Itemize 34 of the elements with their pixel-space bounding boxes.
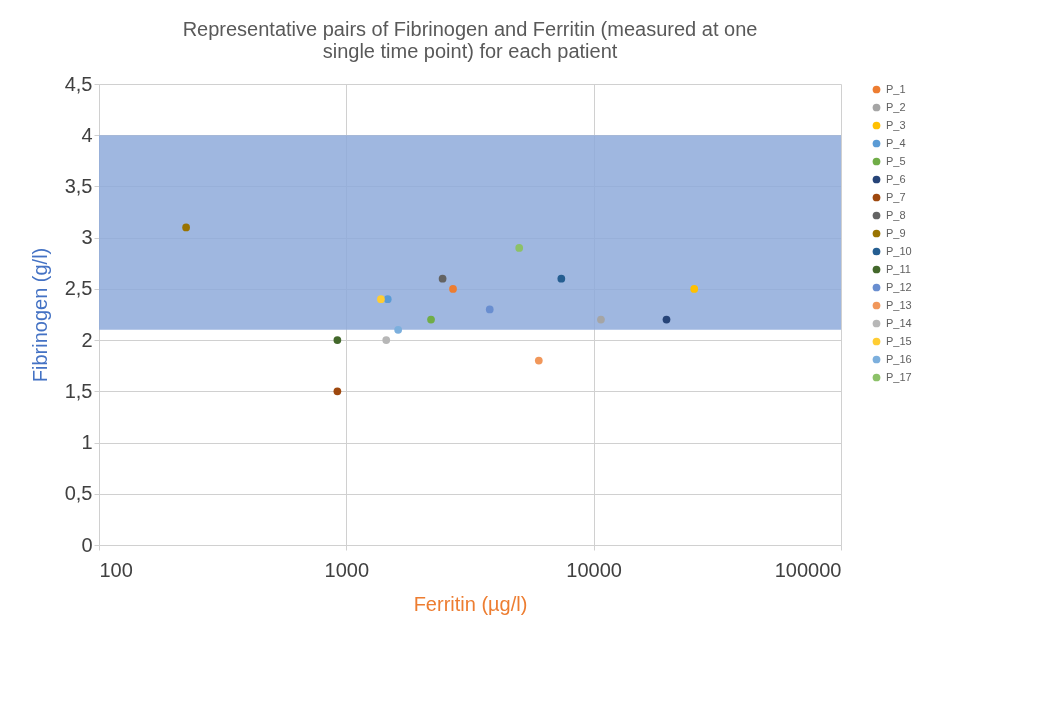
- legend-label: P_6: [886, 172, 906, 185]
- legend-label: P_8: [886, 208, 906, 221]
- y-tick-label: 0: [81, 533, 93, 556]
- legend-label: P_1: [886, 82, 906, 95]
- x-tick-label: 100: [99, 558, 133, 581]
- legend-label: P_9: [886, 226, 906, 239]
- y-tick-label: 2: [81, 328, 93, 351]
- y-tick-label: 3: [81, 226, 93, 249]
- legend-label: P_13: [886, 298, 912, 311]
- legend-label: P_7: [886, 190, 906, 203]
- legend-label: P_11: [886, 262, 911, 275]
- y-tick-label: 1: [81, 431, 93, 454]
- chart-title: Representative pairs of Fibrinogen and Ferritin (measured at one single time point) for each patient: [182, 18, 758, 62]
- legend-label: P_16: [886, 352, 912, 365]
- x-tick-label: 10000: [566, 558, 622, 581]
- legend-label: P_10: [886, 244, 912, 257]
- legend-label: P_4: [886, 136, 906, 149]
- y-tick-label: 4,5: [64, 72, 93, 95]
- legend-label: P_12: [886, 280, 912, 293]
- x-tick-label: 1000: [324, 558, 370, 581]
- x-axis-title: Ferritin (µg/l): [413, 592, 528, 615]
- y-tick-label: 0,5: [64, 482, 93, 505]
- y-tick-label: 2,5: [64, 277, 93, 300]
- y-tick-label: 4: [81, 123, 93, 146]
- y-axis-title: Fibrinogen (g/l): [28, 247, 51, 383]
- x-tick-label: 100000: [774, 558, 842, 581]
- y-tick-label: 1,5: [64, 379, 93, 402]
- y-tick-label: 3,5: [64, 174, 93, 197]
- legend-label: P_15: [886, 334, 912, 347]
- legend-label: P_3: [886, 118, 906, 131]
- legend-label: P_5: [886, 154, 906, 167]
- legend-label: P_2: [886, 100, 906, 113]
- legend-label: P_17: [886, 370, 912, 383]
- legend-label: P_14: [886, 316, 912, 329]
